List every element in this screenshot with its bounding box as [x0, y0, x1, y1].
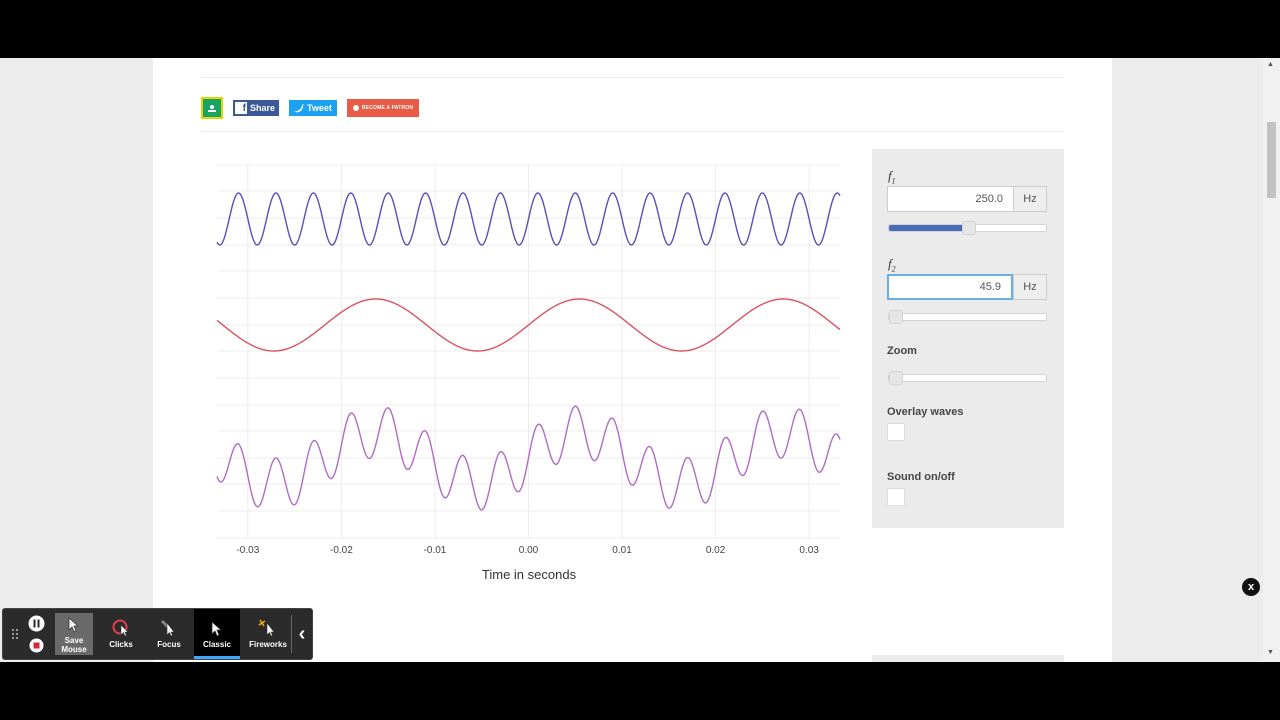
tool-clicks-label: Clicks [109, 640, 133, 649]
page-content: f Share Tweet BECOME A PATRON -0.03 -0.02… [153, 58, 1112, 662]
vertical-scrollbar[interactable]: ▲ ▼ [1263, 58, 1280, 662]
chevron-left-icon: ‹ [298, 622, 306, 645]
f1-slider-fill [889, 225, 969, 231]
click-circle-icon [112, 619, 129, 637]
x-axis-label: Time in seconds [482, 567, 577, 582]
collapse-toolbar-button[interactable]: ‹ [294, 621, 310, 647]
tool-fireworks-label: Fireworks [249, 640, 287, 649]
twitter-icon [294, 103, 305, 112]
scroll-down-icon[interactable]: ▼ [1267, 649, 1274, 656]
x-tick-label: -0.01 [424, 545, 447, 556]
x-tick-label: -0.03 [236, 545, 259, 556]
focus-cursor-icon [160, 619, 175, 637]
f2-unit: Hz [1013, 274, 1047, 300]
lower-panel [872, 655, 1064, 662]
x-tick-label: 0.00 [519, 545, 539, 556]
f1-input[interactable] [887, 186, 1013, 212]
x-tick-label: 0.03 [799, 545, 819, 556]
controls-panel: f1 Hz f2 Hz Zoom Over [872, 149, 1064, 528]
browser-viewport: f Share Tweet BECOME A PATRON -0.03 -0.02… [0, 58, 1280, 662]
tweet-label: Tweet [307, 103, 332, 113]
tool-classic-label: Classic [202, 640, 232, 649]
pause-icon[interactable] [28, 615, 45, 632]
social-bar: f Share Tweet BECOME A PATRON [201, 95, 420, 121]
x-tick-label: -0.02 [330, 545, 353, 556]
share-label: Share [250, 103, 276, 113]
tool-classic[interactable]: Classic [194, 609, 240, 659]
tool-clicks[interactable]: Clicks [101, 609, 141, 659]
chart-waves [216, 192, 841, 511]
tool-save-mouse-label: Save Mouse [61, 635, 87, 654]
f1-slider-handle[interactable] [961, 221, 976, 235]
f1-symbol: f [888, 168, 892, 183]
scrollbar-thumb[interactable] [1267, 122, 1276, 198]
wave-series-2 [216, 298, 841, 352]
f2-symbol: f [888, 256, 892, 271]
patreon-icon [352, 105, 359, 111]
chart-grid [217, 164, 840, 539]
tool-focus[interactable]: Focus [149, 609, 189, 659]
f2-label: f2 [888, 256, 896, 274]
tool-focus-label: Focus [157, 640, 181, 649]
wave-series-3 [216, 405, 841, 511]
drag-handle-icon[interactable] [11, 628, 19, 640]
sound-checkbox[interactable] [887, 488, 905, 506]
f1-slider[interactable] [888, 221, 1047, 235]
f1-label: f1 [888, 168, 896, 186]
scroll-up-icon[interactable]: ▲ [1267, 61, 1274, 68]
google-classroom-icon [208, 105, 216, 112]
recorder-toolbar: Save Mouse Clicks Focus Classic Firework… [2, 608, 313, 660]
f1-unit: Hz [1013, 186, 1047, 212]
active-tool-indicator [194, 656, 240, 659]
x-tick-label: 0.01 [612, 545, 632, 556]
top-divider [201, 77, 1064, 78]
f2-index: 2 [891, 264, 896, 274]
f1-input-group: Hz [887, 186, 1047, 212]
stop-icon[interactable] [29, 638, 44, 653]
cursor-icon [211, 621, 223, 637]
close-button[interactable]: x [1242, 578, 1260, 596]
f1-index: 1 [891, 176, 896, 186]
zoom-slider-handle[interactable] [889, 371, 903, 385]
zoom-label: Zoom [887, 345, 917, 357]
tweet-button[interactable]: Tweet [289, 100, 337, 116]
overlay-checkbox[interactable] [887, 423, 905, 441]
become-patron-button[interactable]: BECOME A PATRON [346, 99, 420, 117]
fireworks-icon [258, 619, 275, 637]
f2-slider[interactable] [888, 310, 1047, 324]
social-divider [201, 131, 1064, 132]
patron-label: BECOME A PATRON [361, 105, 414, 111]
f2-slider-handle[interactable] [889, 310, 903, 324]
f2-input[interactable] [887, 274, 1013, 300]
sound-label: Sound on/off [887, 471, 955, 483]
tool-fireworks[interactable]: Fireworks [245, 609, 291, 659]
zoom-slider[interactable] [888, 371, 1047, 385]
wave-chart: -0.03 -0.02 -0.01 0.00 0.01 0.02 0.03 Time in … [216, 164, 841, 582]
cursor-icon [68, 616, 80, 633]
overlay-label: Overlay waves [887, 406, 964, 418]
wave-series-1 [216, 192, 841, 246]
chart-ticks: -0.03 -0.02 -0.01 0.00 0.01 0.02 0.03 [236, 545, 819, 556]
x-tick-label: 0.02 [706, 545, 726, 556]
toolbar-divider [291, 615, 292, 653]
facebook-icon: f [235, 102, 247, 114]
google-classroom-button[interactable] [201, 97, 223, 119]
f2-input-group: Hz [887, 274, 1047, 300]
facebook-share-button[interactable]: f Share [233, 100, 280, 116]
tool-save-mouse[interactable]: Save Mouse [55, 613, 93, 655]
